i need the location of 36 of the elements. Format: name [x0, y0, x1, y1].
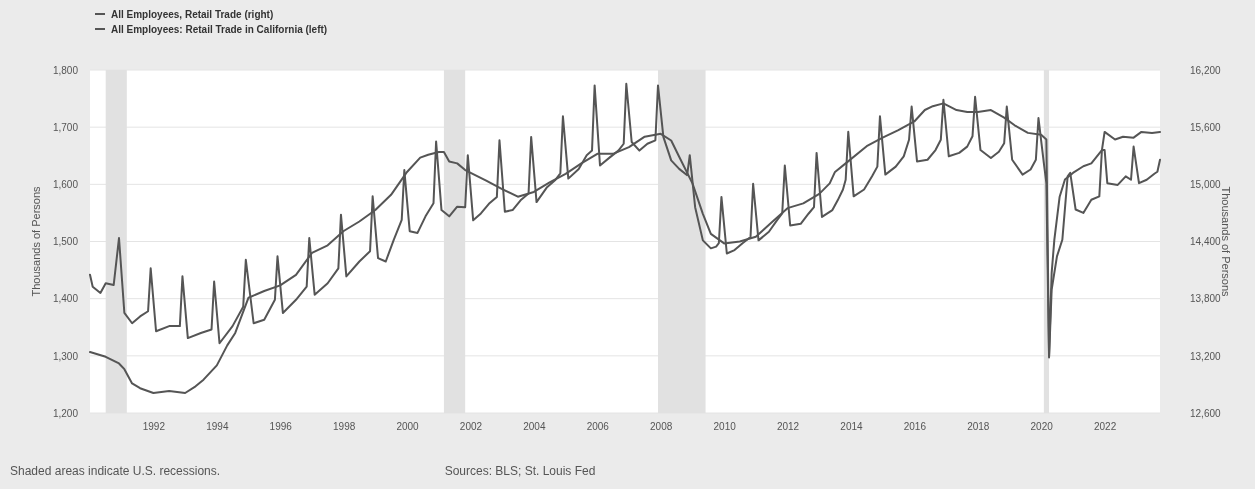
x-tick-label: 2020: [1030, 421, 1054, 433]
y2-tick-label: 15,600: [1190, 121, 1222, 133]
x-tick-label: 1998: [333, 421, 356, 433]
y2-tick-label: 13,200: [1190, 350, 1222, 362]
y2-axis-title: Thousands of Persons: [1220, 186, 1232, 298]
y2-tick-label: 13,800: [1190, 293, 1222, 305]
y-tick-label: 1,300: [52, 350, 79, 362]
y-tick-label: 1,200: [52, 407, 79, 419]
source-note: Sources: BLS; St. Louis Fed: [444, 464, 596, 478]
x-tick-label: 2006: [586, 421, 610, 433]
legend-label: All Employees: Retail Trade in California (left): [111, 24, 328, 35]
x-tick-label: 1996: [269, 421, 293, 433]
y-tick-label: 1,800: [52, 64, 79, 76]
legend-label: All Employees, Retail Trade (right): [111, 9, 274, 20]
text: Shaded areas indicate U.S. recessions.: [10, 464, 221, 478]
x-tick-label: 2008: [650, 421, 673, 433]
y-tick-label: 1,600: [52, 179, 79, 191]
y2-tick-label: 15,000: [1190, 179, 1222, 191]
y-axis-title: Thousands of Persons: [30, 185, 42, 297]
x-tick-label: 2000: [396, 421, 420, 433]
y-tick-label: 1,500: [52, 236, 79, 248]
x-tick-label: 1992: [142, 421, 166, 433]
y2-tick-label: 14,400: [1190, 236, 1222, 248]
y-tick-label: 1,700: [52, 121, 79, 133]
y2-tick-label: 16,200: [1190, 64, 1222, 76]
x-tick-label: 2010: [713, 421, 737, 433]
x-tick-label: 1994: [206, 421, 229, 433]
x-tick-label: 2012: [776, 421, 800, 433]
x-tick-label: 2016: [903, 421, 927, 433]
x-tick-label: 2022: [1093, 421, 1117, 433]
x-tick-label: 2002: [459, 421, 483, 433]
x-tick-label: 2004: [523, 421, 546, 433]
y2-tick-label: 12,600: [1190, 407, 1222, 419]
x-tick-label: 2018: [967, 421, 990, 433]
y-tick-label: 1,400: [52, 293, 79, 305]
x-tick-label: 2014: [840, 421, 864, 433]
